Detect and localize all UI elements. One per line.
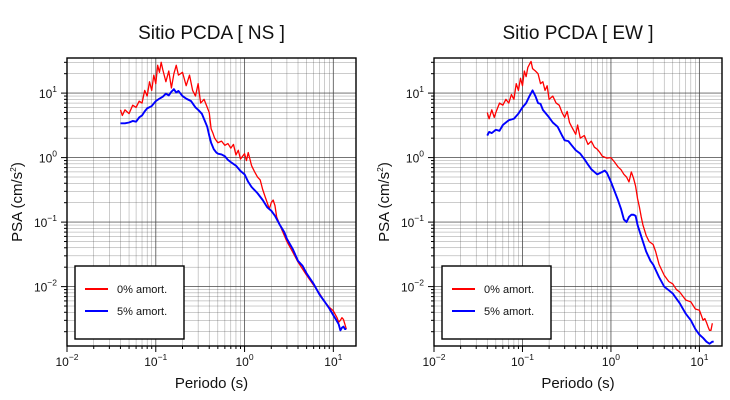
x-tick-exponent: 1	[338, 352, 343, 362]
x-tick-base: 10	[422, 355, 436, 369]
y-axis-label: PSA (cm/s2)	[8, 162, 26, 242]
y-axis-label-close: )	[376, 162, 393, 167]
y-tick-label: 10−1	[401, 213, 424, 230]
y-axis-label-superscript: 2	[375, 167, 385, 172]
x-tick-base: 10	[602, 355, 616, 369]
plot-frame	[66, 57, 357, 347]
x-tick-exponent: −1	[524, 352, 534, 362]
x-tick-exponent: 0	[615, 352, 620, 362]
y-tick-exponent: −1	[414, 213, 424, 223]
series-line-amort-5	[120, 88, 347, 332]
y-tick-label: 101	[406, 84, 424, 101]
y-tick-label: 10−2	[34, 278, 57, 295]
y-axis-label-close: )	[9, 162, 26, 167]
x-tick-base: 10	[236, 355, 250, 369]
x-tick-base: 10	[511, 355, 525, 369]
chart-title: Sitio PCDA [ NS ]	[138, 23, 285, 44]
y-tick-label: 101	[39, 84, 57, 101]
x-tick-exponent: −2	[69, 352, 79, 362]
y-tick-label: 10−1	[34, 213, 57, 230]
y-tick-exponent: 1	[419, 84, 424, 94]
y-tick-label: 100	[39, 149, 57, 166]
y-tick-base: 10	[34, 216, 48, 230]
y-tick-base: 10	[406, 152, 420, 166]
legend-label: 5% amort.	[484, 306, 534, 318]
y-tick-base: 10	[401, 281, 415, 295]
x-tick-label: 10−2	[422, 352, 445, 369]
y-tick-exponent: 0	[419, 149, 424, 159]
legend-box	[74, 265, 185, 340]
x-tick-label: 101	[690, 352, 708, 369]
y-tick-base: 10	[34, 281, 48, 295]
series-line-amort-5	[486, 89, 714, 345]
x-tick-label: 100	[602, 352, 620, 369]
y-axis-label-main: PSA (cm/s	[9, 172, 26, 242]
x-tick-label: 10−2	[55, 352, 78, 369]
legend: 0% amort. 5% amort.	[74, 265, 185, 340]
y-axis-label: PSA (cm/s2)	[375, 162, 393, 242]
y-tick-exponent: 1	[52, 84, 57, 94]
y-tick-exponent: −2	[414, 278, 424, 288]
x-tick-label: 10−1	[144, 352, 167, 369]
y-tick-base: 10	[39, 87, 53, 101]
y-tick-exponent: 0	[52, 149, 57, 159]
x-axis-label: Periodo (s)	[175, 375, 248, 392]
x-tick-base: 10	[690, 355, 704, 369]
legend-label: 5% amort.	[117, 306, 167, 318]
x-tick-label: 10−1	[511, 352, 534, 369]
y-tick-base: 10	[401, 216, 415, 230]
legend-label: 0% amort.	[484, 284, 534, 296]
series-line-amort-0	[486, 60, 713, 331]
x-tick-exponent: −2	[436, 352, 446, 362]
x-tick-base: 10	[324, 355, 338, 369]
legend: 0% amort. 5% amort.	[441, 265, 552, 340]
y-tick-exponent: −2	[47, 278, 57, 288]
x-tick-exponent: 0	[249, 352, 254, 362]
x-tick-base: 10	[144, 355, 158, 369]
plot-frame	[433, 57, 723, 347]
x-tick-label: 101	[324, 352, 342, 369]
y-tick-label: 10−2	[401, 278, 424, 295]
chart-title: Sitio PCDA [ EW ]	[503, 23, 654, 44]
y-axis-label-main: PSA (cm/s	[376, 172, 393, 242]
y-tick-label: 100	[406, 149, 424, 166]
y-tick-exponent: −1	[47, 213, 57, 223]
x-tick-exponent: 1	[704, 352, 709, 362]
x-tick-exponent: −1	[158, 352, 168, 362]
y-tick-base: 10	[39, 152, 53, 166]
y-tick-base: 10	[406, 87, 420, 101]
legend-label: 0% amort.	[117, 284, 167, 296]
x-axis-label: Periodo (s)	[541, 375, 614, 392]
y-axis-label-superscript: 2	[8, 167, 18, 172]
legend-box	[441, 265, 552, 340]
x-tick-base: 10	[55, 355, 69, 369]
x-tick-label: 100	[236, 352, 254, 369]
